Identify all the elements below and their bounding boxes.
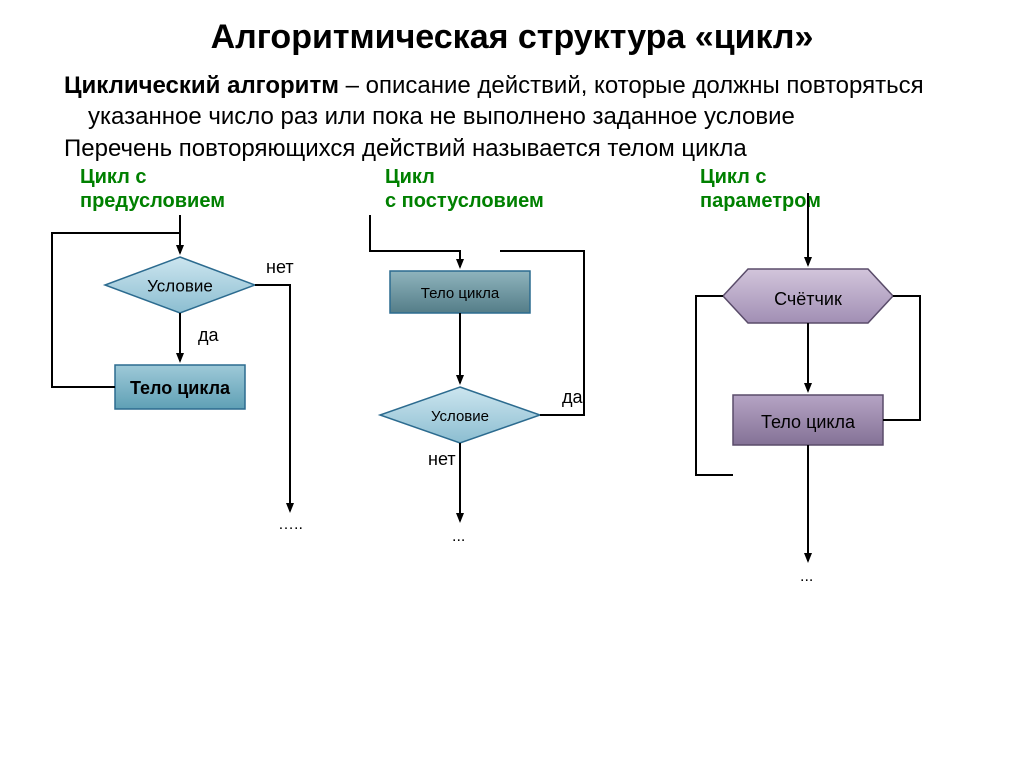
svg-text:да: да <box>198 325 220 345</box>
svg-text:да: да <box>562 387 584 407</box>
svg-text:Тело цикла: Тело цикла <box>421 285 500 302</box>
flowchart-parameter: Счётчик Тело цикла ... <box>696 193 920 585</box>
diagrams-container: Цикл спредусловием Циклс постусловием Ци… <box>0 165 1024 645</box>
svg-text:нет: нет <box>428 449 456 469</box>
svg-text:...: ... <box>800 568 813 585</box>
flowchart-canvas: Условие да Тело цикла нет ….. Тело цикла <box>0 165 1024 645</box>
svg-text:нет: нет <box>266 257 294 277</box>
svg-text:Условие: Условие <box>431 408 489 425</box>
svg-text:Условие: Условие <box>147 277 213 296</box>
svg-text:...: ... <box>452 528 465 545</box>
flowchart-precondition: Условие да Тело цикла нет ….. <box>52 215 303 533</box>
svg-text:…..: ….. <box>278 516 303 533</box>
svg-text:Тело цикла: Тело цикла <box>761 412 856 432</box>
definition-block: Циклический алгоритм – описание действий… <box>0 57 1024 165</box>
svg-text:Тело цикла: Тело цикла <box>130 378 231 398</box>
flowchart-postcondition: Тело цикла Условие да нет ... <box>370 215 584 545</box>
svg-text:Счётчик: Счётчик <box>774 289 842 309</box>
definition-line2: Перечень повторяющихся действий называет… <box>40 134 984 165</box>
page-title: Алгоритмическая структура «цикл» <box>0 0 1024 57</box>
definition-term: Циклический алгоритм <box>64 72 339 99</box>
